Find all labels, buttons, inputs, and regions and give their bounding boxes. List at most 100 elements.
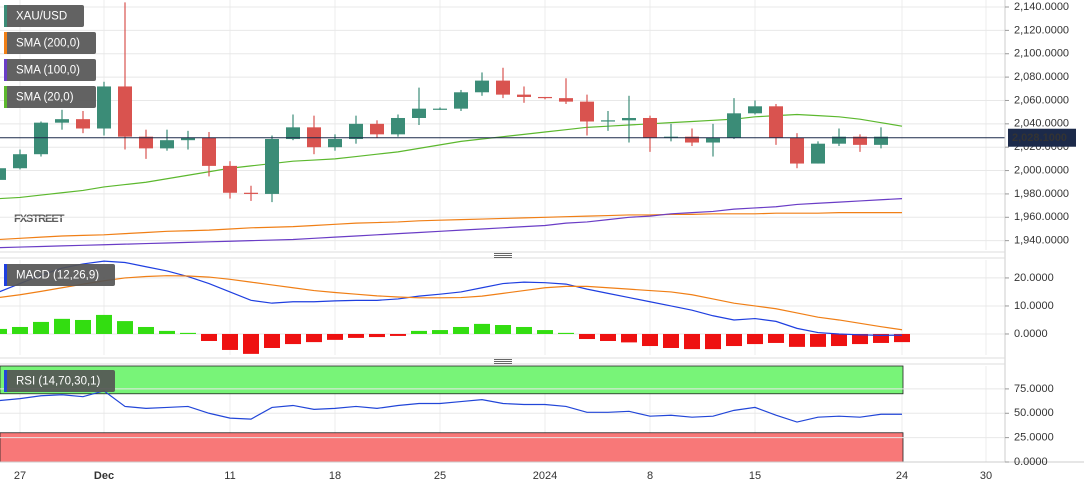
histogram-bar bbox=[327, 333, 343, 340]
candle-body bbox=[517, 94, 531, 97]
histogram-bar bbox=[75, 319, 91, 334]
candle-body bbox=[580, 101, 594, 122]
y-tick-label: 2,080.0000 bbox=[1014, 71, 1069, 83]
histogram-bar bbox=[726, 333, 742, 347]
histogram-bar bbox=[894, 333, 910, 343]
candle-body bbox=[76, 119, 90, 129]
histogram-bar bbox=[264, 333, 280, 348]
histogram-bar bbox=[159, 330, 175, 334]
x-tick-label: 30 bbox=[980, 470, 992, 482]
sma-line bbox=[0, 198, 903, 249]
histogram-bar bbox=[54, 318, 70, 334]
histogram-bar bbox=[705, 333, 721, 350]
histogram-bar bbox=[663, 333, 679, 348]
histogram-bar bbox=[558, 332, 574, 334]
candle-body bbox=[433, 108, 447, 110]
y-tick-label: 50.0000 bbox=[1014, 407, 1054, 419]
candle-body bbox=[685, 136, 699, 143]
candle-body bbox=[223, 165, 237, 193]
histogram-bar bbox=[768, 333, 784, 343]
candle-body bbox=[139, 136, 153, 149]
y-tick-label: 2,140.0000 bbox=[1014, 1, 1069, 13]
legend-marker bbox=[4, 5, 7, 27]
histogram-bar bbox=[453, 326, 469, 334]
rsi-band bbox=[0, 365, 904, 395]
legend-label: RSI (14,70,30,1) bbox=[16, 376, 101, 388]
y-tick-label: 2,120.0000 bbox=[1014, 24, 1069, 36]
candle-body bbox=[55, 119, 69, 123]
candle-body bbox=[832, 136, 846, 144]
candle-body bbox=[622, 117, 636, 121]
histogram-bar bbox=[348, 333, 364, 338]
histogram-bar bbox=[285, 333, 301, 345]
histogram-bar bbox=[0, 328, 7, 334]
candle-body bbox=[328, 139, 342, 148]
x-tick-label: 11 bbox=[224, 470, 235, 482]
candle-body bbox=[748, 106, 762, 114]
x-tick-label: 2024 bbox=[533, 470, 557, 482]
y-tick-label: 2,100.0000 bbox=[1014, 48, 1069, 60]
y-tick-label: 2,040.0000 bbox=[1014, 118, 1069, 130]
legend-marker bbox=[4, 86, 7, 108]
legend-marker bbox=[4, 32, 7, 54]
resize-handle[interactable] bbox=[494, 359, 512, 364]
histogram-bar bbox=[369, 333, 385, 338]
candle-body bbox=[160, 140, 174, 149]
histogram-bar bbox=[747, 333, 763, 345]
y-tick-label: 1,960.0000 bbox=[1014, 211, 1069, 223]
resize-handle[interactable] bbox=[494, 253, 512, 258]
candle-body bbox=[475, 80, 489, 93]
y-tick-label: 0.0000 bbox=[1014, 456, 1048, 468]
y-tick-label: 25.0000 bbox=[1014, 432, 1054, 444]
x-tick-label: 15 bbox=[749, 470, 761, 482]
histogram-bar bbox=[306, 333, 322, 343]
y-tick-label: 0.0000 bbox=[1014, 328, 1048, 340]
marks-layer bbox=[0, 2, 1005, 423]
histogram-bar bbox=[33, 321, 49, 334]
y-tick-label: 10.0000 bbox=[1014, 300, 1054, 312]
x-tick-label: 18 bbox=[329, 470, 341, 482]
histogram-bar bbox=[831, 333, 847, 347]
candle-body bbox=[559, 98, 573, 102]
legend-label: XAU/USD bbox=[16, 11, 67, 23]
y-tick-label: 1,940.0000 bbox=[1014, 235, 1069, 247]
candle-body bbox=[370, 123, 384, 135]
legend-label: SMA (20,0) bbox=[16, 92, 74, 104]
legend-label: SMA (100,0) bbox=[16, 65, 80, 77]
histogram-bar bbox=[243, 333, 259, 354]
legend-marker bbox=[4, 370, 7, 392]
x-tick-label: 24 bbox=[896, 470, 908, 482]
candle-body bbox=[97, 86, 111, 129]
last-price-tag bbox=[1008, 128, 1076, 147]
legend-box bbox=[4, 59, 96, 81]
histogram-bar bbox=[873, 333, 889, 343]
candle-body bbox=[34, 122, 48, 155]
candle-body bbox=[0, 168, 6, 180]
histogram-bar bbox=[432, 330, 448, 334]
candle-body bbox=[811, 143, 825, 164]
candle-body bbox=[853, 136, 867, 145]
candle-body bbox=[349, 123, 363, 140]
candle-body bbox=[538, 96, 552, 99]
legend-box bbox=[4, 264, 115, 286]
candle-body bbox=[601, 120, 615, 122]
histogram-bar bbox=[390, 333, 406, 336]
candle-body bbox=[727, 113, 741, 138]
histogram-bar bbox=[474, 323, 490, 334]
candle-body bbox=[13, 154, 27, 169]
sma-line bbox=[0, 113, 903, 200]
histogram-bar bbox=[852, 333, 868, 345]
histogram-bar bbox=[495, 325, 511, 334]
histogram-bar bbox=[222, 333, 238, 350]
watermark: FXSTREET bbox=[14, 213, 65, 225]
candle-body bbox=[643, 117, 657, 138]
x-tick-label: 8 bbox=[647, 470, 653, 482]
histogram-bar bbox=[12, 326, 28, 334]
legend-box bbox=[4, 370, 115, 392]
candle-body bbox=[265, 139, 279, 194]
candle-body bbox=[181, 137, 195, 141]
histogram-bar bbox=[600, 333, 616, 341]
candle-body bbox=[874, 136, 888, 145]
legend-marker bbox=[4, 59, 7, 81]
